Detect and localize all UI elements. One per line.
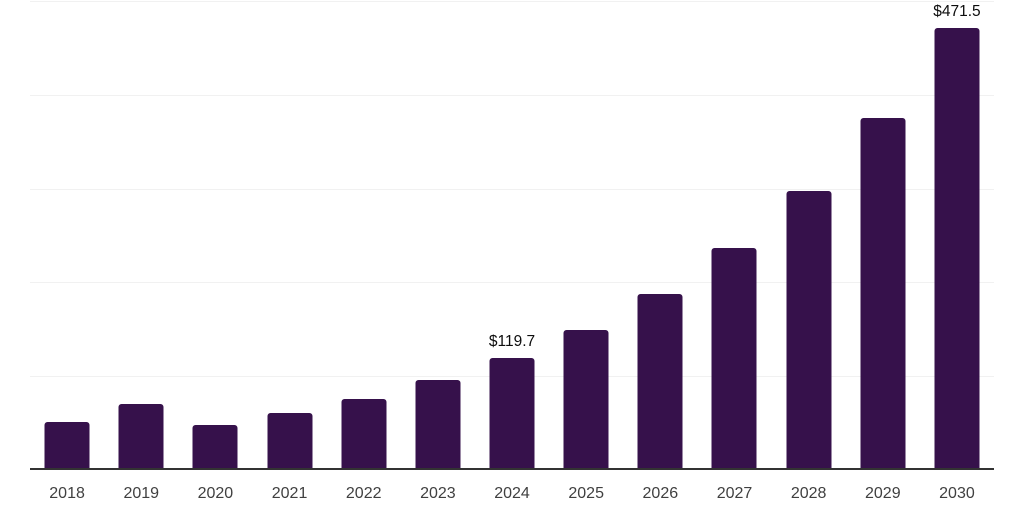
bar-slot-2019 — [104, 1, 178, 470]
gridline-400 — [30, 94, 994, 96]
bar-slot-2018 — [30, 1, 104, 470]
bar-2025 — [563, 329, 609, 470]
gridline-500 — [30, 1, 994, 2]
x-tick-label-2023: 2023 — [420, 485, 456, 502]
bar-2019 — [118, 403, 164, 470]
x-tick-label-2025: 2025 — [568, 485, 604, 502]
bar-2018 — [44, 421, 90, 470]
plot-area: $119.7 $471.5 — [30, 1, 994, 470]
bar-slot-2021 — [252, 1, 326, 470]
bar-slot-2022 — [327, 1, 401, 470]
bar-2021 — [267, 412, 313, 470]
bar-value-label-2024: $119.7 — [488, 333, 536, 351]
x-tick-label-2022: 2022 — [345, 485, 382, 502]
bar-2020 — [192, 424, 238, 470]
bar-2027 — [711, 248, 757, 470]
x-tick-label-2018: 2018 — [49, 485, 85, 502]
bar-2022 — [341, 398, 387, 470]
gridline-300 — [30, 188, 994, 190]
bar-2024 — [489, 357, 535, 470]
bar-slot-2027 — [697, 1, 771, 470]
x-tick-label-2027: 2027 — [716, 485, 753, 502]
bar-slot-2026 — [623, 1, 697, 470]
x-tick-label-2028: 2028 — [790, 485, 827, 502]
bar-slot-2025 — [549, 1, 623, 470]
bar-2023 — [415, 380, 461, 470]
bar-slot-2024: $119.7 — [475, 1, 549, 470]
x-axis-line — [30, 468, 994, 470]
bar-slot-2029 — [846, 1, 920, 470]
x-tick-label-2024: 2024 — [494, 485, 530, 502]
bar-2028 — [786, 191, 832, 470]
bar-slot-2023 — [401, 1, 475, 470]
bar-slot-2030: $471.5 — [920, 1, 994, 470]
x-axis-tick-labels: 2018 2019 2020 2021 2022 2023 2024 2025 2026 2027… — [30, 484, 994, 503]
x-tick-label-2026: 2026 — [642, 485, 679, 502]
bar-2030 — [934, 27, 980, 470]
x-tick-label-2019: 2019 — [123, 485, 160, 502]
bar-slot-2028 — [772, 1, 846, 470]
bars-container: $119.7 $471.5 — [30, 1, 994, 470]
bar-slot-2020 — [178, 1, 252, 470]
x-tick-label-2020: 2020 — [197, 485, 234, 502]
x-tick-label-2029: 2029 — [865, 485, 901, 502]
x-tick-label-2030: 2030 — [939, 485, 975, 502]
bar-value-label-2030: $471.5 — [933, 3, 981, 21]
x-tick-label-2021: 2021 — [271, 485, 308, 502]
bar-2029 — [860, 118, 906, 470]
gridline-200 — [30, 282, 994, 284]
bar-2026 — [637, 293, 683, 470]
